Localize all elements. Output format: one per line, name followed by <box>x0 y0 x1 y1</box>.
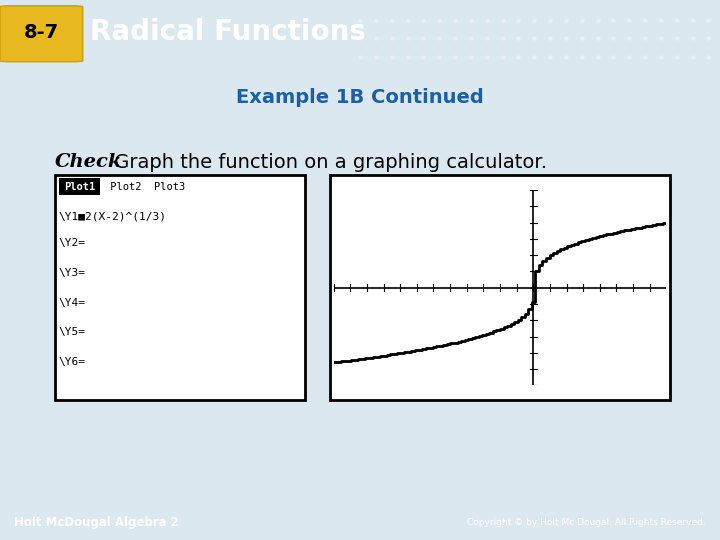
Text: Plot1: Plot1 <box>64 182 95 192</box>
Text: \Y1■2(X-2)^(1/3): \Y1■2(X-2)^(1/3) <box>58 212 166 222</box>
FancyBboxPatch shape <box>55 176 305 400</box>
Text: Plot2  Plot3: Plot2 Plot3 <box>104 182 185 192</box>
Text: Radical Functions: Radical Functions <box>90 18 366 46</box>
Text: \Y2=: \Y2= <box>58 238 86 248</box>
Text: Check: Check <box>55 153 122 171</box>
Text: \Y5=: \Y5= <box>58 327 86 338</box>
Text: \Y3=: \Y3= <box>58 268 86 278</box>
Text: 8-7: 8-7 <box>24 23 58 42</box>
Text: \Y6=: \Y6= <box>58 357 86 367</box>
FancyBboxPatch shape <box>0 6 83 62</box>
FancyBboxPatch shape <box>330 176 670 400</box>
Text: Copyright © by Holt Mc Dougal. All Rights Reserved.: Copyright © by Holt Mc Dougal. All Right… <box>467 518 706 527</box>
Text: Example 1B Continued: Example 1B Continued <box>236 88 484 107</box>
Bar <box>58 178 100 195</box>
Text: \Y4=: \Y4= <box>58 298 86 308</box>
Text: Graph the function on a graphing calculator.: Graph the function on a graphing calcula… <box>108 153 547 172</box>
Text: Holt McDougal Algebra 2: Holt McDougal Algebra 2 <box>14 516 179 529</box>
